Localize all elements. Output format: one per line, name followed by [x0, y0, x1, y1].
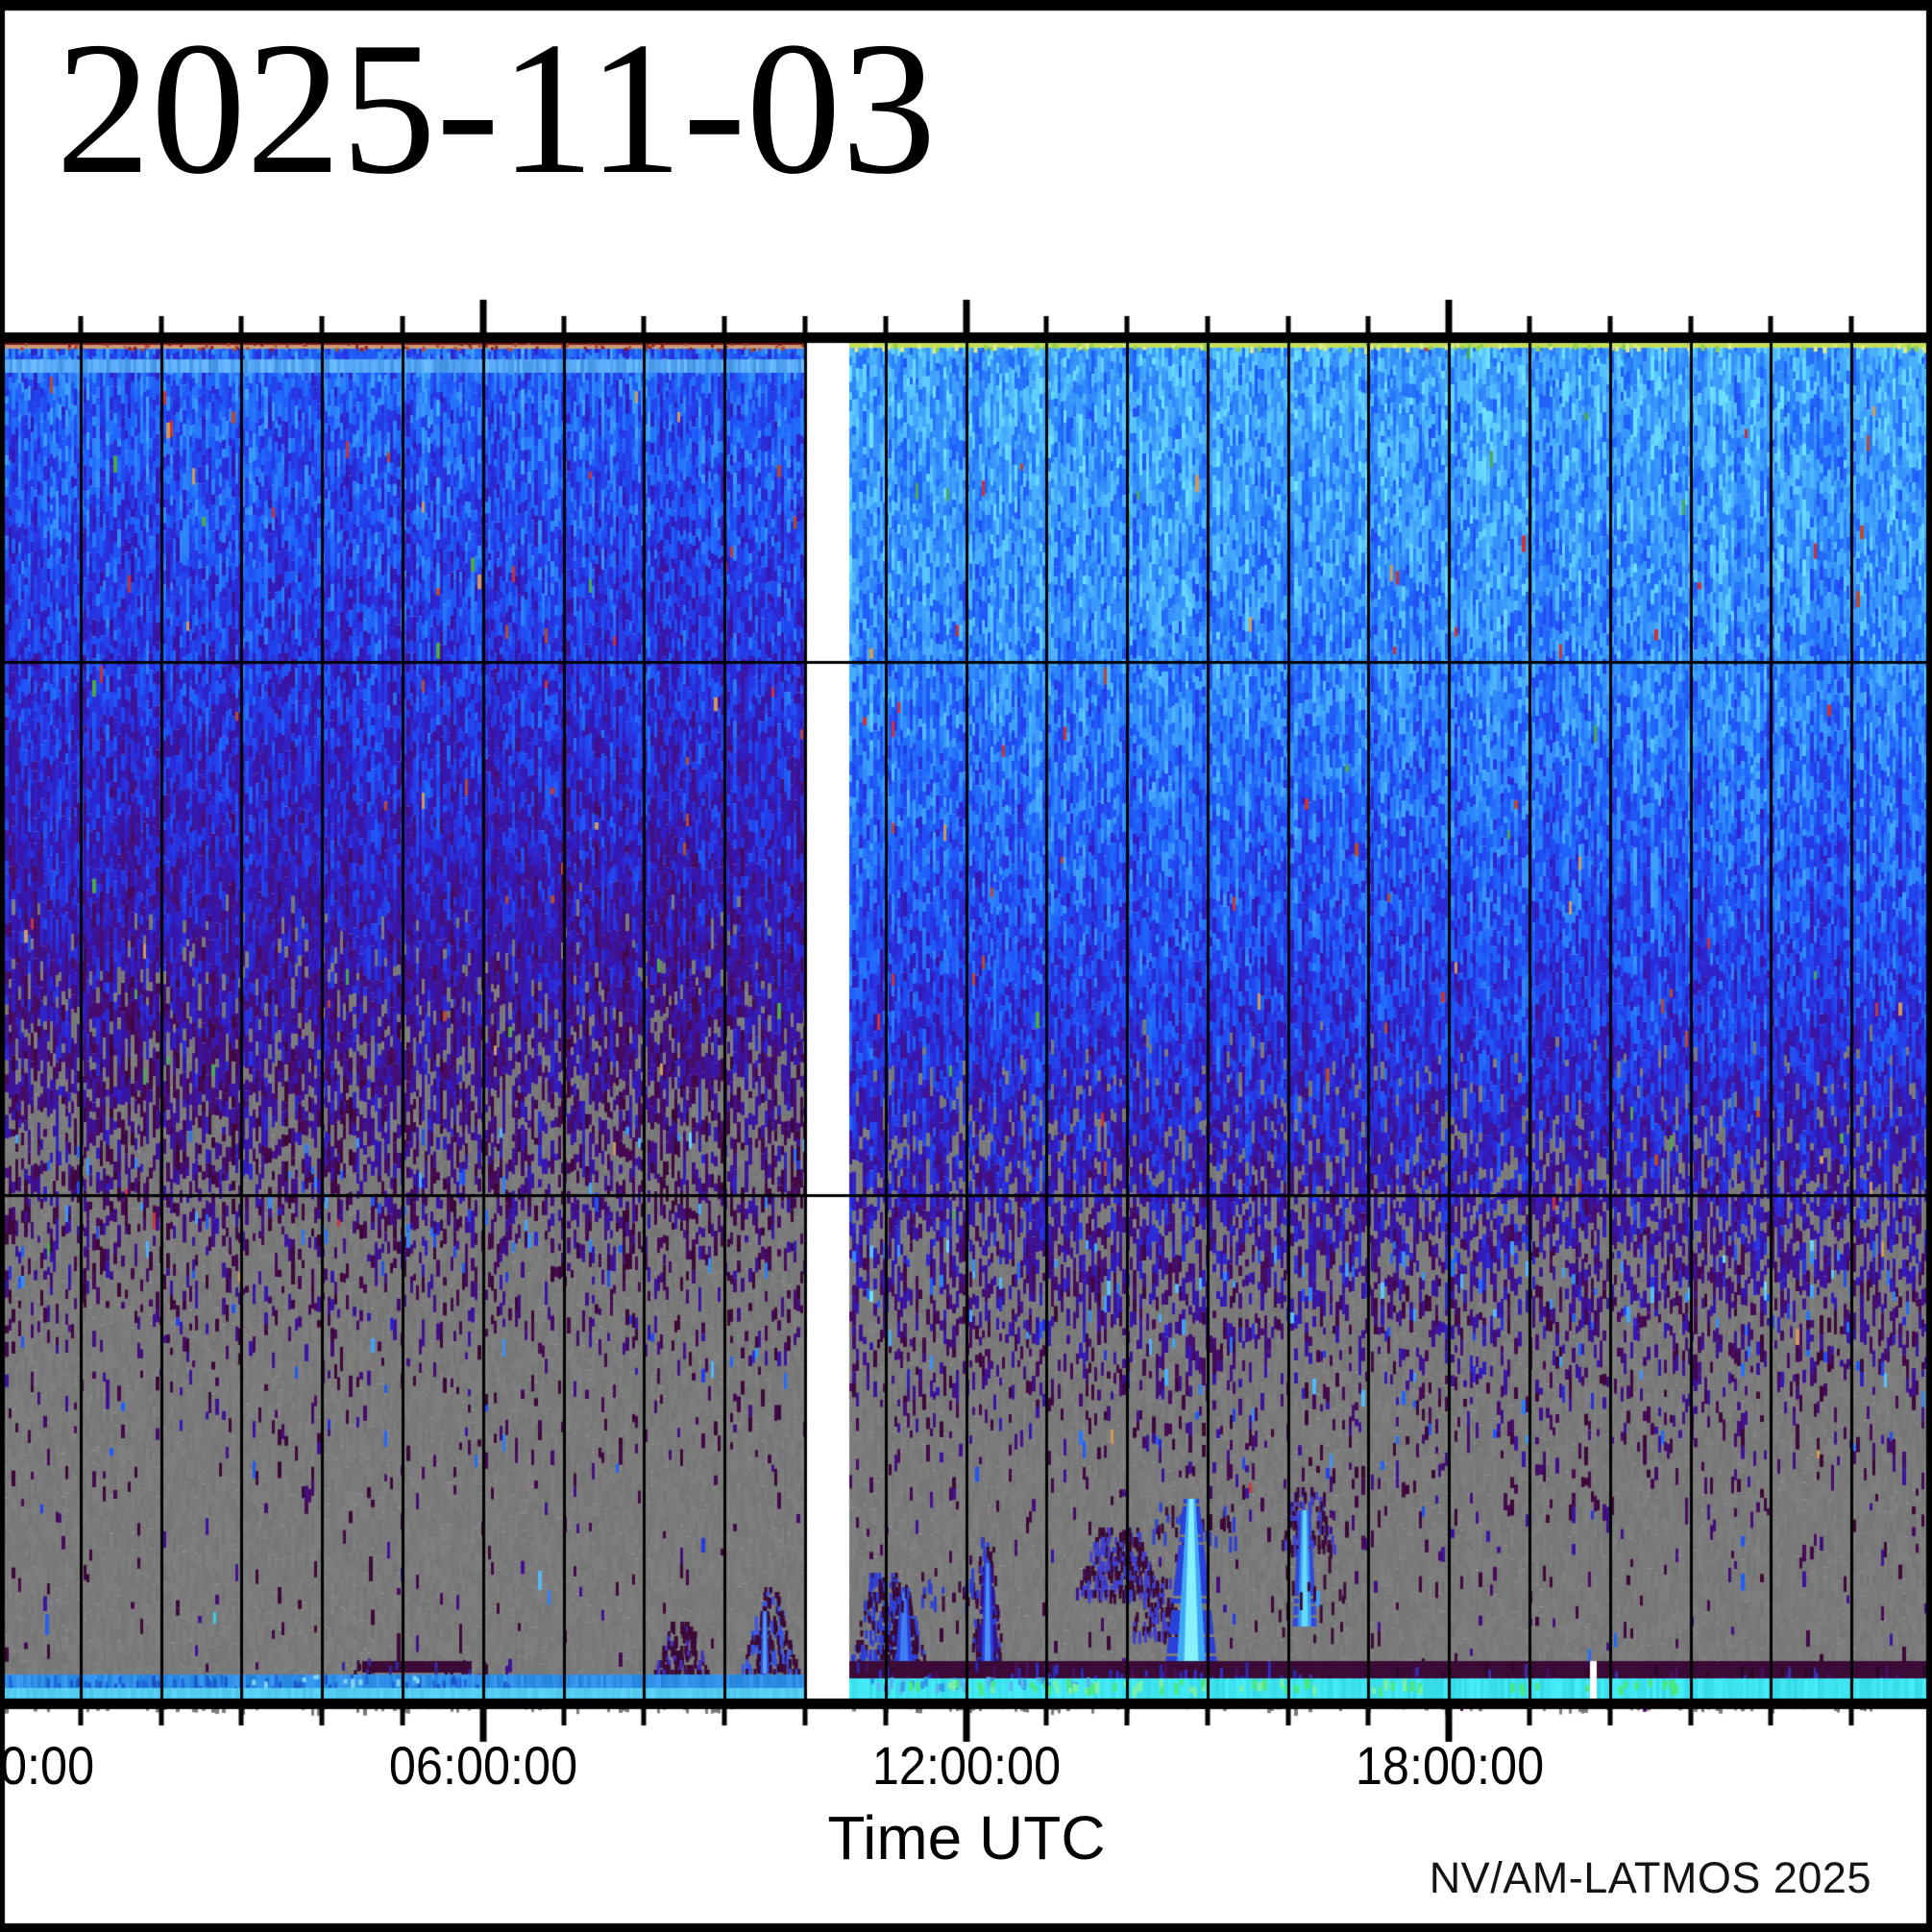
page-title: 2025-11-03	[56, 3, 937, 213]
attribution: NV/AM-LATMOS 2025	[1429, 1853, 1871, 1902]
x-axis-title: Time UTC	[827, 1803, 1106, 1872]
x-tick-label-18: 18:00:00	[1355, 1735, 1545, 1796]
x-tick-label-06: 06:00:00	[388, 1735, 578, 1796]
x-tick-label-00: 00:00:00	[0, 1735, 95, 1796]
x-tick-label-12: 12:00:00	[871, 1735, 1062, 1796]
